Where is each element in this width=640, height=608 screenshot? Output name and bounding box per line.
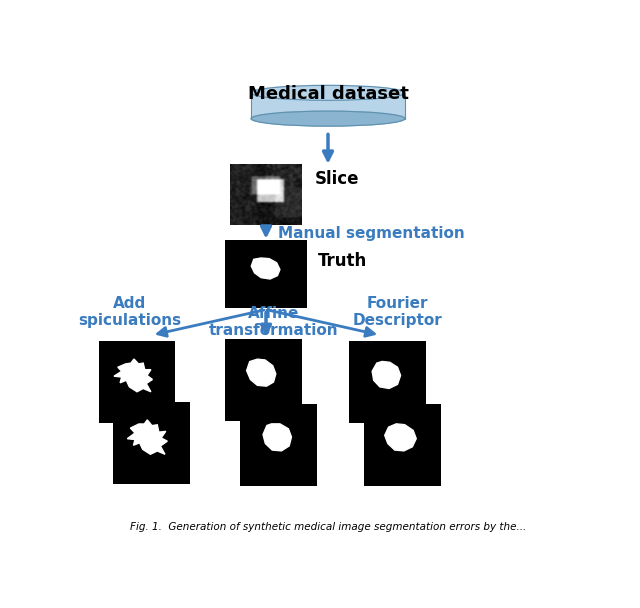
Polygon shape [372, 362, 401, 389]
Polygon shape [385, 424, 416, 451]
Polygon shape [263, 424, 291, 451]
Bar [99, 341, 175, 423]
Ellipse shape [251, 111, 405, 126]
Text: Truth: Truth [318, 252, 367, 270]
Ellipse shape [251, 85, 405, 100]
Bar [225, 339, 302, 421]
Text: Add
spiculations: Add spiculations [78, 295, 181, 328]
Bar [349, 341, 426, 423]
Bar [113, 402, 190, 484]
Bar [364, 404, 441, 486]
Bar [225, 240, 307, 308]
Text: Medical dataset: Medical dataset [248, 85, 408, 103]
Polygon shape [114, 359, 152, 392]
Polygon shape [246, 359, 276, 386]
Text: Fig. 1.  Generation of synthetic medical image segmentation errors by the...: Fig. 1. Generation of synthetic medical … [130, 522, 526, 532]
Polygon shape [127, 420, 167, 454]
Text: Fourier
Descriptor: Fourier Descriptor [353, 295, 442, 328]
Bar [251, 93, 405, 119]
Bar [240, 404, 317, 486]
Text: Manual segmentation: Manual segmentation [278, 226, 465, 241]
Text: Slice: Slice [314, 170, 359, 188]
Text: Affine
transformation: Affine transformation [209, 306, 339, 338]
Polygon shape [252, 258, 280, 279]
